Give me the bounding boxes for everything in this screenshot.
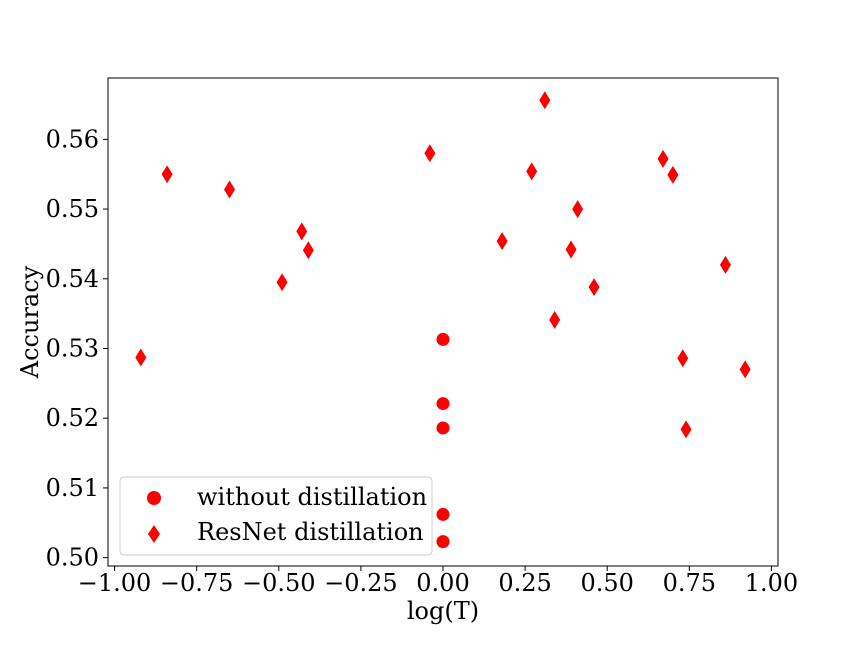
point-resnet-distillation [719, 255, 731, 274]
point-resnet-distillation [565, 240, 577, 259]
point-resnet-distillation [276, 273, 288, 292]
x-tick-label: −1.00 [78, 569, 152, 597]
point-without-distillation [436, 535, 450, 549]
point-resnet-distillation [680, 420, 692, 439]
point-resnet-distillation [526, 162, 538, 181]
point-resnet-distillation [302, 241, 314, 260]
point-resnet-distillation [135, 348, 147, 367]
x-axis: −1.00 −0.75 −0.50 −0.25 0.00 0.25 0.50 0.75 1.00 [78, 566, 798, 597]
x-tick-label: 0.25 [498, 569, 551, 597]
x-tick-label: 1.00 [745, 569, 798, 597]
legend-label-resnet-distillation: ResNet distillation [197, 518, 424, 546]
point-without-distillation [436, 397, 450, 411]
point-without-distillation [436, 332, 450, 346]
x-axis-label: log(T) [407, 597, 479, 625]
point-resnet-distillation [572, 200, 584, 219]
point-without-distillation [436, 507, 450, 521]
point-resnet-distillation [224, 180, 236, 199]
y-axis: 0.50 0.51 0.52 0.53 0.54 0.55 0.56 [46, 125, 108, 572]
point-resnet-distillation [296, 222, 308, 241]
legend-box [119, 476, 433, 556]
x-tick-label: −0.25 [324, 569, 398, 597]
point-resnet-distillation [424, 144, 436, 163]
point-resnet-distillation [667, 165, 679, 184]
plot-marks [135, 91, 751, 549]
point-resnet-distillation [496, 232, 508, 251]
point-resnet-distillation [657, 149, 669, 168]
y-tick-label: 0.50 [46, 544, 99, 572]
y-tick-label: 0.52 [46, 404, 99, 432]
point-resnet-distillation [161, 165, 173, 184]
legend-label-without-distillation: without distillation [197, 483, 427, 511]
point-resnet-distillation [549, 310, 561, 329]
y-tick-label: 0.55 [46, 195, 99, 223]
y-axis-label: Accuracy [16, 265, 44, 379]
point-resnet-distillation [739, 360, 751, 379]
legend-diamond-marker [148, 525, 160, 543]
x-tick-label: 0.75 [663, 569, 716, 597]
legend: without distillation ResNet distillation [119, 476, 433, 556]
x-tick-label: 0.00 [416, 569, 469, 597]
point-resnet-distillation [539, 91, 551, 110]
y-tick-label: 0.51 [46, 474, 99, 502]
point-resnet-distillation [677, 349, 689, 368]
x-tick-label: −0.75 [160, 569, 234, 597]
point-without-distillation [436, 421, 450, 435]
legend-circle-marker [147, 491, 161, 505]
y-tick-label: 0.53 [46, 334, 99, 362]
x-tick-label: −0.50 [242, 569, 316, 597]
y-tick-label: 0.56 [46, 125, 99, 153]
y-tick-label: 0.54 [46, 265, 99, 293]
x-tick-label: 0.50 [580, 569, 633, 597]
point-resnet-distillation [588, 278, 600, 297]
